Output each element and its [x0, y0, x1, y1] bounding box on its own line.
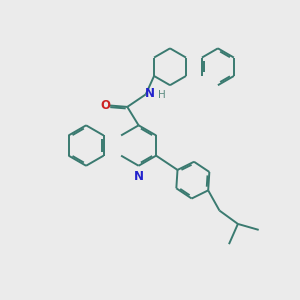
Text: N: N — [134, 170, 144, 183]
Text: N: N — [145, 87, 155, 100]
Text: H: H — [158, 90, 165, 100]
Text: O: O — [100, 99, 110, 112]
